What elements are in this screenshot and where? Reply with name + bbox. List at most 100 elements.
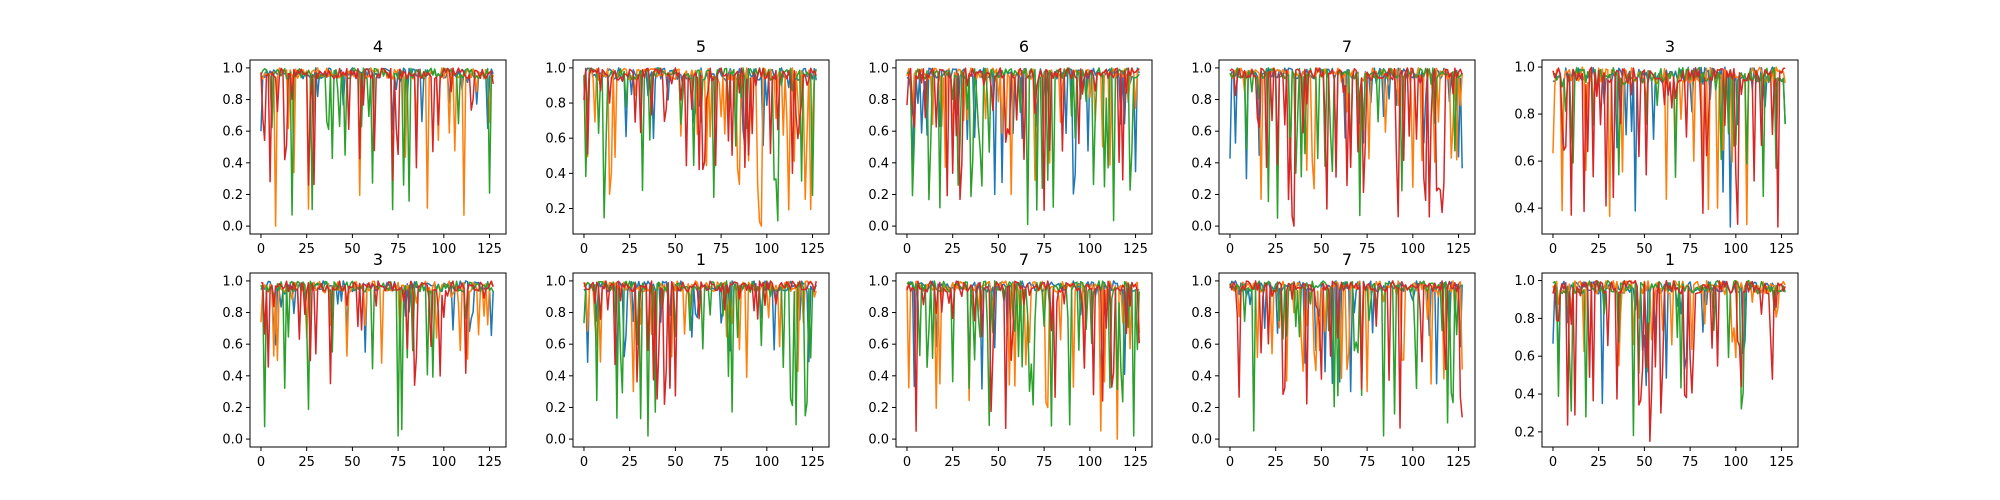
series-line-4 — [260, 280, 494, 387]
x-tick-label: 100 — [1077, 455, 1102, 470]
y-tick-label: 0.8 — [222, 306, 243, 321]
x-tick-label: 75 — [390, 455, 407, 470]
series-group — [906, 280, 1140, 440]
x-tick-label: 75 — [1036, 455, 1053, 470]
y-tick-label: 0.4 — [868, 156, 889, 171]
y-tick-label: 0.4 — [868, 369, 889, 384]
series-line-2 — [583, 67, 817, 227]
x-tick-label: 100 — [1400, 242, 1425, 257]
axes-frame — [249, 272, 507, 448]
y-tick-label: 1.0 — [545, 274, 566, 289]
y-tick-label: 0.0 — [868, 433, 889, 448]
y-tick-label: 0.0 — [868, 220, 889, 235]
x-tick-label: 125 — [1123, 242, 1148, 257]
x-tick-label: 75 — [713, 455, 730, 470]
y-tick-label: 0.0 — [1191, 433, 1212, 448]
x-tick-label: 25 — [1590, 242, 1607, 257]
series-line-4 — [583, 280, 817, 406]
y-tick-label: 0.8 — [222, 93, 243, 108]
axes-frame — [1541, 59, 1799, 235]
x-tick-label: 50 — [344, 242, 361, 257]
subplot-title: 5 — [696, 37, 706, 56]
series-line-4 — [260, 67, 494, 186]
subplot-7: 0 25 50 75 100 125 0.0 0.2 0.4 0.6 0.8 1.0 1 — [545, 250, 830, 470]
subplot-10: 0 25 50 75 100 125 0.2 0.4 0.6 0.8 1.0 1 — [1514, 250, 1799, 470]
subplot-title: 7 — [1342, 37, 1352, 56]
axes-frame — [1541, 272, 1799, 448]
x-tick-label: 125 — [1769, 455, 1794, 470]
y-tick-label: 0.8 — [868, 93, 889, 108]
series-group — [1552, 279, 1786, 443]
subplot-3: 0 25 50 75 100 125 0.0 0.2 0.4 0.6 0.8 1.0 6 — [868, 37, 1153, 257]
x-tick-label: 50 — [990, 242, 1007, 257]
x-tick-label: 0 — [1226, 242, 1234, 257]
x-tick-label: 75 — [1682, 242, 1699, 257]
y-tick-label: 1.0 — [222, 274, 243, 289]
y-tick-label: 0.0 — [222, 433, 243, 448]
x-tick-label: 75 — [1682, 455, 1699, 470]
axes-frame — [895, 272, 1153, 448]
y-tick-label: 0.8 — [1191, 306, 1212, 321]
y-tick-label: 0.2 — [1191, 188, 1212, 203]
series-group — [583, 67, 817, 227]
y-tick-label: 0.0 — [545, 433, 566, 448]
y-tick-label: 0.6 — [545, 338, 566, 353]
y-tick-label: 0.8 — [868, 306, 889, 321]
subplot-5: 0 25 50 75 100 125 0.4 0.6 0.8 1.0 3 — [1514, 37, 1799, 257]
y-tick-label: 1.0 — [868, 61, 889, 76]
x-tick-label: 25 — [298, 242, 315, 257]
x-tick-label: 50 — [990, 455, 1007, 470]
y-tick-label: 0.4 — [545, 369, 566, 384]
x-tick-label: 25 — [621, 455, 638, 470]
x-tick-label: 0 — [1226, 455, 1234, 470]
series-group — [260, 280, 494, 437]
y-tick-label: 1.0 — [222, 61, 243, 76]
x-tick-label: 0 — [257, 455, 265, 470]
x-tick-label: 50 — [1636, 242, 1653, 257]
y-tick-label: 0.6 — [1514, 350, 1535, 365]
x-tick-label: 100 — [1077, 242, 1102, 257]
x-tick-label: 125 — [477, 242, 502, 257]
axes-frame — [1218, 272, 1476, 448]
y-tick-label: 0.8 — [1514, 108, 1535, 123]
x-tick-label: 0 — [580, 242, 588, 257]
series-group — [583, 280, 817, 437]
subplot-title: 1 — [696, 250, 706, 269]
series-group — [1229, 67, 1463, 227]
y-tick-label: 0.2 — [545, 401, 566, 416]
x-tick-label: 25 — [1267, 242, 1284, 257]
y-tick-label: 0.4 — [545, 167, 566, 182]
x-tick-label: 100 — [754, 455, 779, 470]
axes-frame — [572, 59, 830, 235]
y-tick-label: 0.2 — [222, 188, 243, 203]
series-line-4 — [906, 280, 1140, 432]
y-tick-label: 1.0 — [545, 61, 566, 76]
subplot-6: 0 25 50 75 100 125 0.0 0.2 0.4 0.6 0.8 1.0 3 — [222, 250, 507, 470]
subplot-9: 0 25 50 75 100 125 0.0 0.2 0.4 0.6 0.8 1.0 7 — [1191, 250, 1476, 470]
series-line-3 — [1229, 67, 1463, 219]
subplot-title: 7 — [1019, 250, 1029, 269]
x-tick-label: 125 — [1446, 242, 1471, 257]
subplot-title: 4 — [373, 37, 383, 56]
x-tick-label: 100 — [1723, 242, 1748, 257]
axes-frame — [1218, 59, 1476, 235]
y-tick-label: 1.0 — [868, 274, 889, 289]
x-tick-label: 100 — [754, 242, 779, 257]
series-line-4 — [906, 67, 1140, 212]
x-tick-label: 75 — [1036, 242, 1053, 257]
y-tick-label: 0.2 — [222, 401, 243, 416]
x-tick-label: 50 — [667, 242, 684, 257]
y-tick-label: 0.2 — [868, 188, 889, 203]
series-line-4 — [1552, 66, 1786, 228]
y-tick-label: 0.4 — [1514, 202, 1535, 217]
y-tick-label: 0.6 — [1514, 155, 1535, 170]
y-tick-label: 0.4 — [1514, 388, 1535, 403]
x-tick-label: 75 — [1359, 455, 1376, 470]
series-group — [906, 67, 1140, 226]
x-tick-label: 0 — [580, 455, 588, 470]
x-tick-label: 100 — [1400, 455, 1425, 470]
x-tick-label: 0 — [1549, 455, 1557, 470]
series-group — [260, 67, 494, 227]
y-tick-label: 0.6 — [1191, 338, 1212, 353]
